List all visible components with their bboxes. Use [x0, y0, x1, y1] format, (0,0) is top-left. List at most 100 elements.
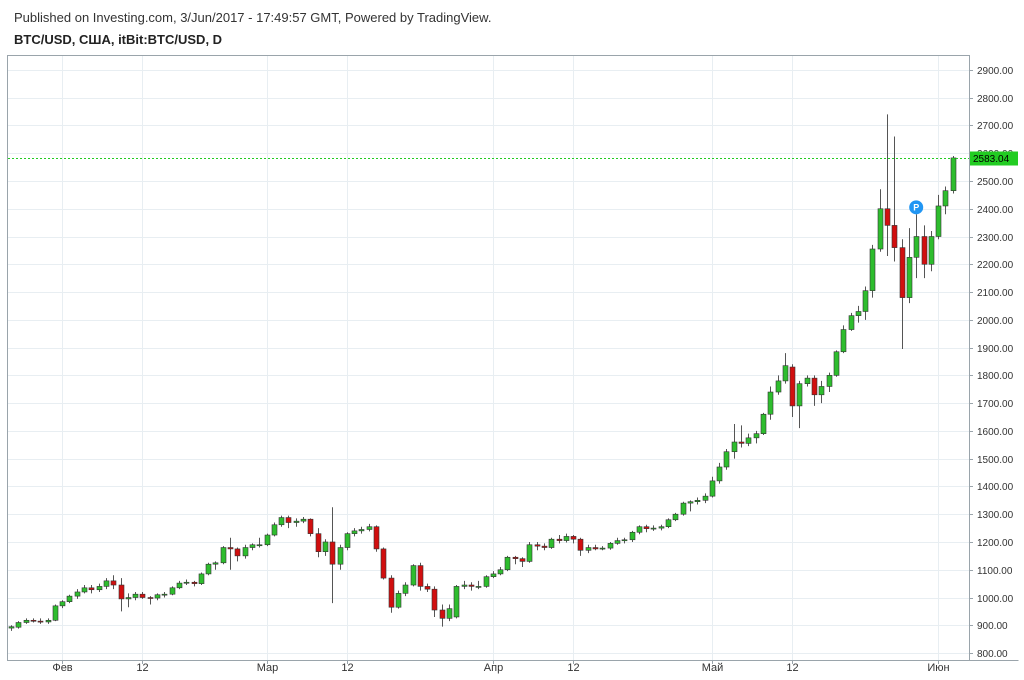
candle — [169, 586, 176, 596]
candle-body-up — [775, 380, 782, 393]
candle-body-up — [877, 208, 884, 250]
candle — [548, 537, 555, 549]
candle — [848, 312, 855, 331]
candle-body-up — [358, 529, 365, 532]
candle — [913, 214, 920, 279]
candle — [767, 386, 774, 420]
candle — [862, 286, 869, 320]
candle-body-up — [650, 527, 657, 530]
candle — [826, 372, 833, 393]
price-axis[interactable]: 800.00 900.00 1000.00 1100.00 1200.00 1300.00… — [969, 66, 1014, 660]
candle — [636, 525, 643, 535]
candle-body-up — [731, 441, 738, 453]
candle-body-up — [461, 584, 468, 587]
candle-body-up — [950, 157, 957, 191]
candle-body-down — [227, 547, 234, 550]
candle-body-up — [132, 593, 139, 598]
candle-body-down — [431, 588, 438, 611]
candle — [775, 375, 782, 395]
candle-body-down — [88, 587, 95, 591]
y-tick-label: 2200.00 — [977, 260, 1014, 271]
candle — [906, 228, 913, 304]
candle-body-up — [709, 480, 716, 497]
candle — [534, 541, 541, 551]
candle-body-up — [212, 562, 219, 565]
candle — [877, 189, 884, 252]
candle — [621, 537, 628, 544]
candle — [804, 375, 811, 387]
candle-body-up — [344, 533, 351, 548]
candle-body-down — [439, 609, 446, 619]
candle — [468, 582, 475, 591]
marker-label: P — [913, 202, 919, 212]
candle-body-up — [869, 248, 876, 291]
candle — [37, 618, 44, 624]
candle-body-up — [702, 495, 709, 501]
candle-body-up — [760, 413, 767, 434]
y-tick-label: 2100.00 — [977, 288, 1014, 299]
time-axis[interactable]: Фев 12 Мар 12 Апр 12 Май 12 Июн — [52, 660, 950, 674]
candle-body-down — [541, 545, 548, 548]
candle — [351, 528, 358, 537]
candle-body-down — [373, 526, 380, 550]
candle — [577, 537, 584, 556]
candle-body-up — [680, 502, 687, 515]
candle-body-up — [52, 605, 59, 621]
candle — [59, 600, 66, 609]
candle — [504, 555, 511, 572]
candle — [205, 562, 212, 576]
candle-body-up — [745, 437, 752, 444]
candle — [198, 572, 205, 586]
last-price-tag: 2583.04 — [970, 151, 1018, 166]
candle — [512, 555, 519, 565]
candle — [585, 544, 592, 554]
candle-body-up — [198, 573, 205, 584]
candle-body-up — [154, 594, 161, 599]
candle-body-up — [848, 315, 855, 330]
candle — [884, 114, 891, 256]
candle — [183, 579, 190, 586]
candle — [103, 578, 110, 590]
candle — [45, 618, 52, 624]
candle — [899, 239, 906, 349]
candle-body-down — [37, 620, 44, 623]
candle-body-up — [300, 518, 307, 522]
candle — [322, 539, 329, 556]
candle — [88, 585, 95, 594]
candle — [139, 591, 146, 599]
y-tick-label: 1000.00 — [977, 594, 1014, 605]
candle — [23, 618, 30, 624]
candle — [702, 493, 709, 504]
x-tick-label: Июн — [927, 662, 949, 674]
candle — [285, 515, 292, 529]
candle — [380, 547, 387, 580]
candle — [453, 585, 460, 619]
candle-body-up — [249, 544, 256, 548]
y-tick-label: 1300.00 — [977, 510, 1014, 521]
y-tick-label: 2300.00 — [977, 233, 1014, 244]
candle-body-up — [475, 586, 482, 588]
candle — [402, 582, 409, 597]
candle-body-up — [205, 563, 212, 575]
x-tick-label: 12 — [136, 662, 148, 674]
candle — [212, 561, 219, 570]
candle — [709, 476, 716, 498]
candle-body-up — [256, 544, 263, 547]
candle-body-down — [468, 584, 475, 587]
candle-body-up — [59, 601, 66, 607]
candle-body-up — [767, 391, 774, 415]
candle-body-up — [293, 520, 300, 523]
y-tick-label: 1200.00 — [977, 538, 1014, 549]
marker-badge-icon[interactable] — [909, 200, 924, 215]
candle — [556, 535, 563, 544]
y-tick-label: 2700.00 — [977, 121, 1014, 132]
candle — [264, 533, 271, 547]
candle — [52, 604, 59, 622]
candle — [796, 380, 803, 429]
y-tick-label: 2400.00 — [977, 205, 1014, 216]
y-tick-label: 1400.00 — [977, 482, 1014, 493]
candle — [694, 497, 701, 505]
chart-marker[interactable]: P — [909, 200, 924, 215]
candle-body-up — [526, 544, 533, 562]
